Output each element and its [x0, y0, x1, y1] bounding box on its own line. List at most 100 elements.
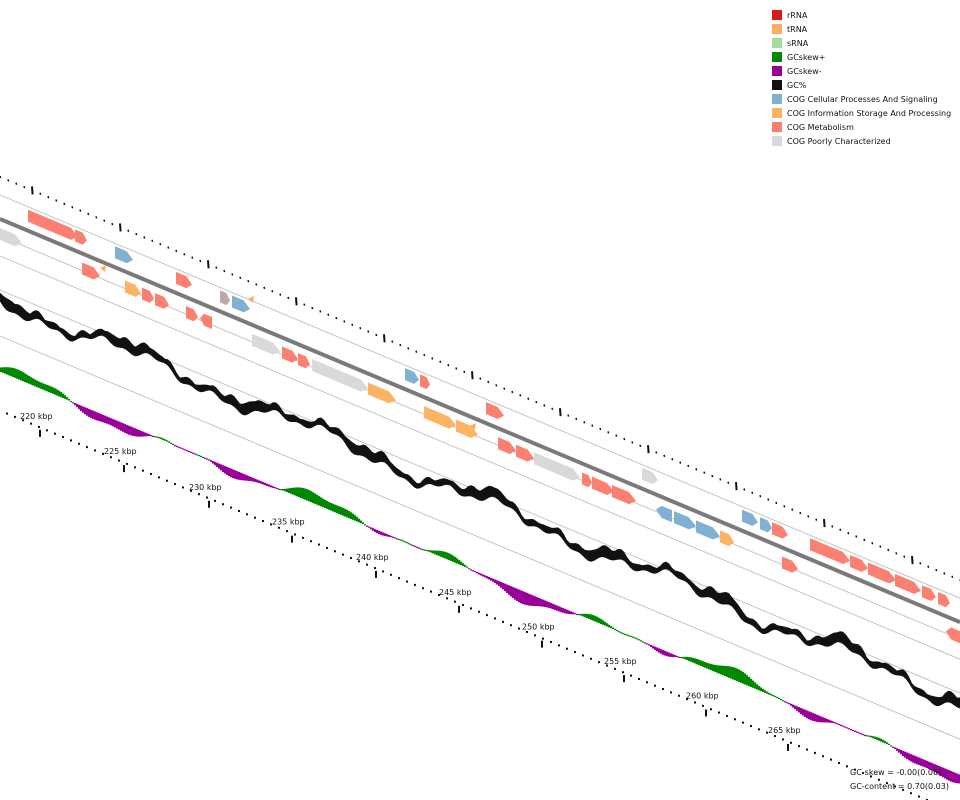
- outer-minor-tick: [399, 343, 402, 347]
- outer-major-tick: [647, 445, 650, 454]
- gc-skew-minus-bar: [498, 581, 501, 587]
- gc-skew-plus-bar: [600, 619, 603, 624]
- gc-skew-minus-bar: [542, 599, 545, 607]
- scale-minor-tick: [22, 419, 24, 422]
- gc-skew-plus-bar: [724, 665, 727, 677]
- gc-skew-minus-bar: [128, 425, 131, 435]
- gc-skew-plus-bar: [716, 665, 719, 673]
- outer-minor-tick: [271, 290, 274, 293]
- gc-skew-minus-bar: [846, 727, 849, 729]
- gc-skew-minus-bar: [500, 582, 503, 588]
- gc-skew-plus-bar: [12, 367, 15, 378]
- gc-skew-plus-bar: [398, 538, 401, 541]
- scale-minor-tick: [62, 436, 64, 439]
- gc-skew-minus-bar: [490, 577, 493, 581]
- scale-minor-tick: [310, 540, 312, 543]
- gc-skew-minus-bar: [830, 720, 833, 723]
- gene-arrow: [312, 359, 368, 392]
- gc-skew-minus-bar: [526, 592, 529, 606]
- gc-skew-minus-bar: [788, 702, 791, 705]
- gc-skew-plus-bar: [440, 550, 443, 557]
- gc-skew-minus-bar: [88, 408, 91, 417]
- gc-skew-plus-bar: [766, 691, 769, 694]
- gc-skew-plus-bar: [426, 549, 429, 552]
- gc-skew-minus-bar: [678, 656, 681, 658]
- gc-skew-plus-bar: [774, 695, 777, 698]
- gc-skew-plus-bar: [450, 554, 453, 561]
- gc-skew-minus-bar: [270, 485, 273, 488]
- outer-major-tick: [735, 482, 738, 491]
- outer-minor-tick: [503, 387, 506, 390]
- gc-skew-plus-bar: [736, 668, 739, 682]
- scale-minor-tick: [222, 503, 224, 506]
- gc-skew-minus-bar: [848, 728, 851, 730]
- gc-skew-plus-bar: [692, 657, 695, 663]
- gc-skew-minus-bar: [150, 435, 153, 437]
- outer-minor-tick: [199, 259, 202, 263]
- gc-skew-plus-bar: [702, 661, 705, 667]
- scale-label: 250 kbp: [522, 623, 555, 632]
- gc-skew-minus-bar: [192, 452, 195, 454]
- outer-minor-tick: [519, 394, 522, 397]
- gc-skew-minus-bar: [142, 431, 145, 437]
- scale-minor-tick: [278, 526, 280, 529]
- outer-minor-tick: [175, 249, 178, 253]
- gc-skew-plus-bar: [154, 436, 157, 438]
- gc-skew-plus-bar: [364, 524, 367, 526]
- scale-minor-tick: [470, 607, 472, 610]
- gc-skew-minus-bar: [576, 613, 579, 616]
- gc-skew-plus-bar: [452, 555, 455, 562]
- gc-skew-minus-bar: [834, 722, 837, 724]
- scale-minor-tick: [606, 664, 608, 667]
- gc-skew-plus-bar: [70, 401, 73, 403]
- gc-skew-minus-bar: [932, 763, 935, 772]
- outer-minor-tick: [87, 212, 90, 216]
- gc-skew-minus-bar: [188, 450, 191, 453]
- legend-swatch: [772, 80, 782, 90]
- gc-skew-minus-bar: [904, 751, 907, 758]
- gc-skew-minus-bar: [90, 409, 93, 418]
- track-guide-line: [0, 194, 960, 599]
- gc-skew-plus-bar: [26, 374, 29, 383]
- gc-skew-minus-bar: [518, 589, 521, 603]
- gc-skew-track: [0, 367, 960, 784]
- outer-minor-tick: [695, 468, 698, 471]
- scale-minor-tick: [654, 684, 656, 687]
- track-guide-line: [0, 335, 960, 740]
- gc-skew-plus-bar: [592, 615, 595, 621]
- gc-skew-plus-bar: [48, 385, 51, 393]
- gc-skew-minus-bar: [956, 773, 959, 784]
- gc-skew-minus-bar: [276, 487, 279, 490]
- outer-minor-tick: [167, 246, 170, 249]
- gc-skew-minus-bar: [860, 733, 863, 735]
- gc-skew-plus-bar: [588, 614, 591, 619]
- outer-minor-tick: [839, 528, 842, 532]
- gc-skew-minus-bar: [916, 756, 919, 765]
- outer-minor-tick: [343, 320, 346, 323]
- outer-minor-tick: [79, 209, 82, 212]
- scale-minor-tick: [902, 788, 904, 791]
- gene-arrow: [420, 374, 430, 390]
- scale-minor-tick: [214, 499, 216, 502]
- gc-skew-minus-bar: [110, 418, 113, 426]
- outer-minor-tick: [847, 531, 850, 535]
- gc-skew-plus-bar: [358, 518, 361, 523]
- gc-skew-minus-bar: [856, 731, 859, 733]
- scale-minor-tick: [462, 604, 464, 607]
- gc-skew-minus-bar: [120, 422, 123, 431]
- gc-skew-plus-bar: [454, 556, 457, 563]
- gc-skew-minus-bar: [98, 413, 101, 422]
- gene-arrow: [642, 467, 658, 485]
- gc-skew-plus-bar: [622, 632, 625, 635]
- outer-minor-tick: [95, 216, 98, 219]
- gc-skew-minus-bar: [838, 723, 841, 726]
- outer-minor-tick: [351, 323, 354, 327]
- gene-arrow: [938, 591, 950, 608]
- gc-skew-plus-bar: [740, 670, 743, 683]
- gc-skew-plus-bar: [166, 440, 169, 442]
- gc-skew-plus-bar: [778, 697, 781, 700]
- gc-skew-minus-bar: [264, 482, 267, 486]
- outer-minor-tick: [543, 404, 546, 407]
- legend-swatch: [772, 10, 782, 20]
- gc-skew-plus-bar: [306, 489, 309, 501]
